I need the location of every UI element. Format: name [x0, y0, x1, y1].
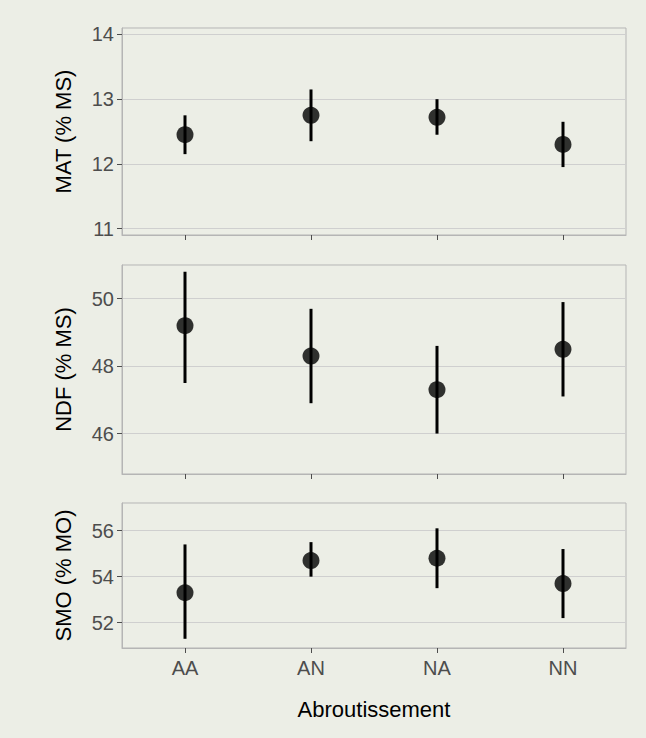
- svg-text:54: 54: [92, 566, 114, 588]
- svg-text:NN: NN: [549, 657, 578, 679]
- svg-text:NDF (% MS): NDF (% MS): [51, 307, 76, 432]
- svg-text:48: 48: [92, 355, 114, 377]
- svg-text:SMO (% MO): SMO (% MO): [51, 510, 76, 642]
- svg-text:11: 11: [93, 218, 114, 240]
- svg-text:AN: AN: [297, 657, 325, 679]
- svg-text:56: 56: [92, 520, 114, 542]
- svg-text:AA: AA: [172, 657, 199, 679]
- svg-text:NA: NA: [423, 657, 451, 679]
- svg-text:12: 12: [92, 153, 114, 175]
- svg-text:13: 13: [92, 88, 114, 110]
- svg-text:14: 14: [92, 23, 114, 45]
- svg-text:Abroutissement: Abroutissement: [298, 697, 451, 722]
- svg-text:MAT (% MS): MAT (% MS): [51, 70, 76, 194]
- svg-text:50: 50: [92, 288, 114, 310]
- svg-text:52: 52: [92, 612, 114, 634]
- svg-text:46: 46: [92, 423, 114, 445]
